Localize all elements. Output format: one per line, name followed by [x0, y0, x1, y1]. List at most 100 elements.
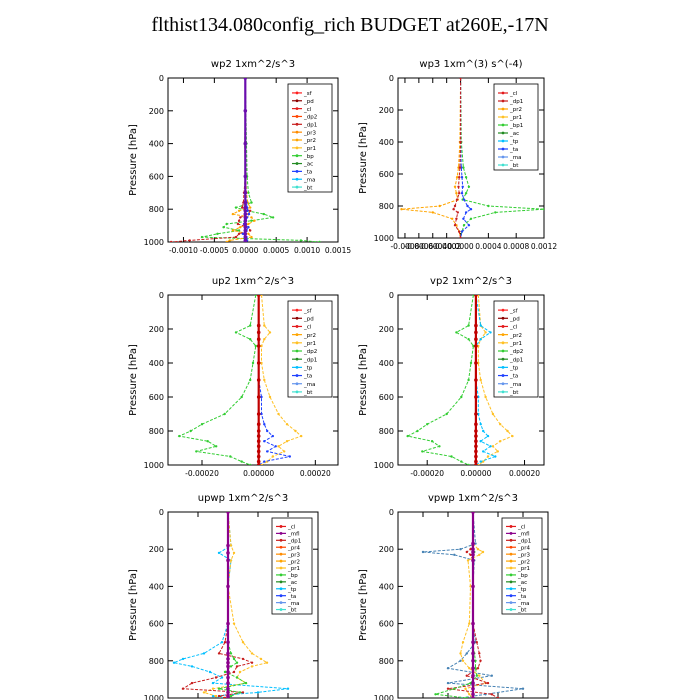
series-line-pr1: [477, 295, 514, 465]
legend-box: [287, 300, 333, 398]
data-point: [416, 429, 419, 433]
data-point: [232, 551, 236, 555]
legend-marker: [501, 131, 505, 135]
data-point: [226, 696, 230, 698]
data-point: [229, 694, 233, 698]
legend-label: _pr2: [509, 333, 522, 339]
data-point: [240, 395, 243, 399]
data-point: [256, 395, 261, 399]
data-point: [247, 212, 251, 216]
data-point: [237, 229, 241, 232]
data-point: [246, 209, 249, 212]
x-tick-label: -0.0008: [390, 242, 419, 251]
data-point: [446, 681, 450, 685]
data-point: [478, 553, 481, 556]
y-tick-label: 1000: [144, 694, 164, 700]
data-point: [475, 641, 478, 644]
legend-box: [501, 517, 543, 615]
x-tick-label: 0.0005: [263, 246, 289, 255]
data-point: [226, 551, 230, 555]
data-point: [256, 323, 261, 328]
data-point: [445, 412, 448, 416]
y-tick-label: 800: [149, 427, 164, 436]
data-point: [471, 584, 475, 589]
series-group: [406, 295, 514, 465]
legend-marker: [295, 365, 299, 369]
legend-label: _pr2: [509, 107, 522, 113]
legend-label: _ma: [509, 155, 521, 161]
data-point: [453, 204, 457, 208]
data-point: [225, 222, 228, 226]
data-point: [446, 667, 450, 670]
legend: _cl_mfl_dp1_pr4_pr3_pr2_pr1_bp_ac_tp_ta_…: [501, 517, 543, 615]
data-point: [474, 439, 478, 444]
data-point: [256, 361, 261, 365]
data-point: [474, 454, 478, 459]
data-point: [249, 463, 252, 465]
data-point: [471, 659, 475, 663]
legend-label: _mfl: [517, 532, 530, 538]
legend-marker: [501, 115, 505, 119]
legend-marker: [501, 349, 505, 353]
y-tick-label: 800: [379, 202, 394, 211]
data-point: [455, 198, 459, 201]
data-point: [188, 239, 191, 242]
legend-marker: [295, 308, 299, 312]
data-point: [226, 651, 230, 656]
data-point: [241, 641, 245, 644]
data-point: [229, 455, 232, 458]
y-tick-label: 0: [389, 291, 394, 300]
legend-label: _pr4: [517, 545, 531, 551]
legend-label: _dp1: [517, 539, 531, 545]
legend-marker: [501, 325, 505, 328]
data-point: [226, 640, 230, 644]
subplot-3: up2 1xm^2/s^3 Pressure [hPa] 0 200 400 600 800…: [128, 276, 339, 478]
legend-box: [493, 83, 539, 171]
series-line-dp1: [452, 78, 462, 238]
legend-label: _ta: [509, 147, 518, 153]
legend-label: _bt: [509, 163, 519, 169]
data-point: [208, 670, 212, 674]
data-point: [465, 550, 468, 554]
legend: _cl_mfl_dp1_pr4_pr3_pr2_pr1_bp_ac_tp_ta_…: [271, 517, 313, 615]
legend-marker: [501, 99, 505, 103]
data-point: [491, 412, 495, 416]
legend-marker: [509, 545, 513, 549]
data-point: [223, 412, 226, 416]
data-point: [190, 681, 194, 685]
data-point: [459, 236, 462, 238]
x-tick-label: -0.0010: [169, 246, 198, 255]
legend-marker: [295, 115, 299, 118]
data-point: [214, 676, 218, 679]
data-point: [181, 657, 185, 661]
legend-label: _pr3: [517, 552, 531, 558]
subplot-2: wp3 1xm^(3) s^(-4) Pressure [hPa] 0 200 400 6…: [358, 59, 557, 251]
data-point: [217, 687, 221, 690]
data-point: [231, 212, 235, 216]
y-tick-label: 0: [159, 74, 164, 83]
data-point: [474, 412, 478, 416]
data-point: [256, 459, 261, 464]
legend-marker: [295, 138, 299, 142]
data-point: [479, 440, 482, 443]
legend-label: _dp2: [303, 115, 317, 121]
series-line-pr1: [261, 295, 303, 465]
data-point: [467, 378, 470, 382]
data-point: [243, 141, 248, 146]
data-point: [452, 208, 455, 211]
legend-label: _pr2: [517, 559, 530, 565]
data-point: [271, 216, 275, 219]
data-point: [239, 216, 242, 219]
data-point: [253, 219, 256, 222]
data-point: [238, 691, 242, 694]
data-point: [256, 378, 261, 382]
data-point: [459, 78, 462, 80]
x-tick-label: -0.0004: [418, 242, 447, 251]
legend-marker: [501, 357, 505, 361]
data-point: [479, 338, 482, 341]
y-axis-label: Pressure [hPa]: [358, 122, 369, 194]
data-point: [468, 693, 471, 696]
data-point: [494, 455, 497, 458]
legend-marker: [501, 374, 505, 377]
legend-label: _tp: [287, 587, 297, 593]
